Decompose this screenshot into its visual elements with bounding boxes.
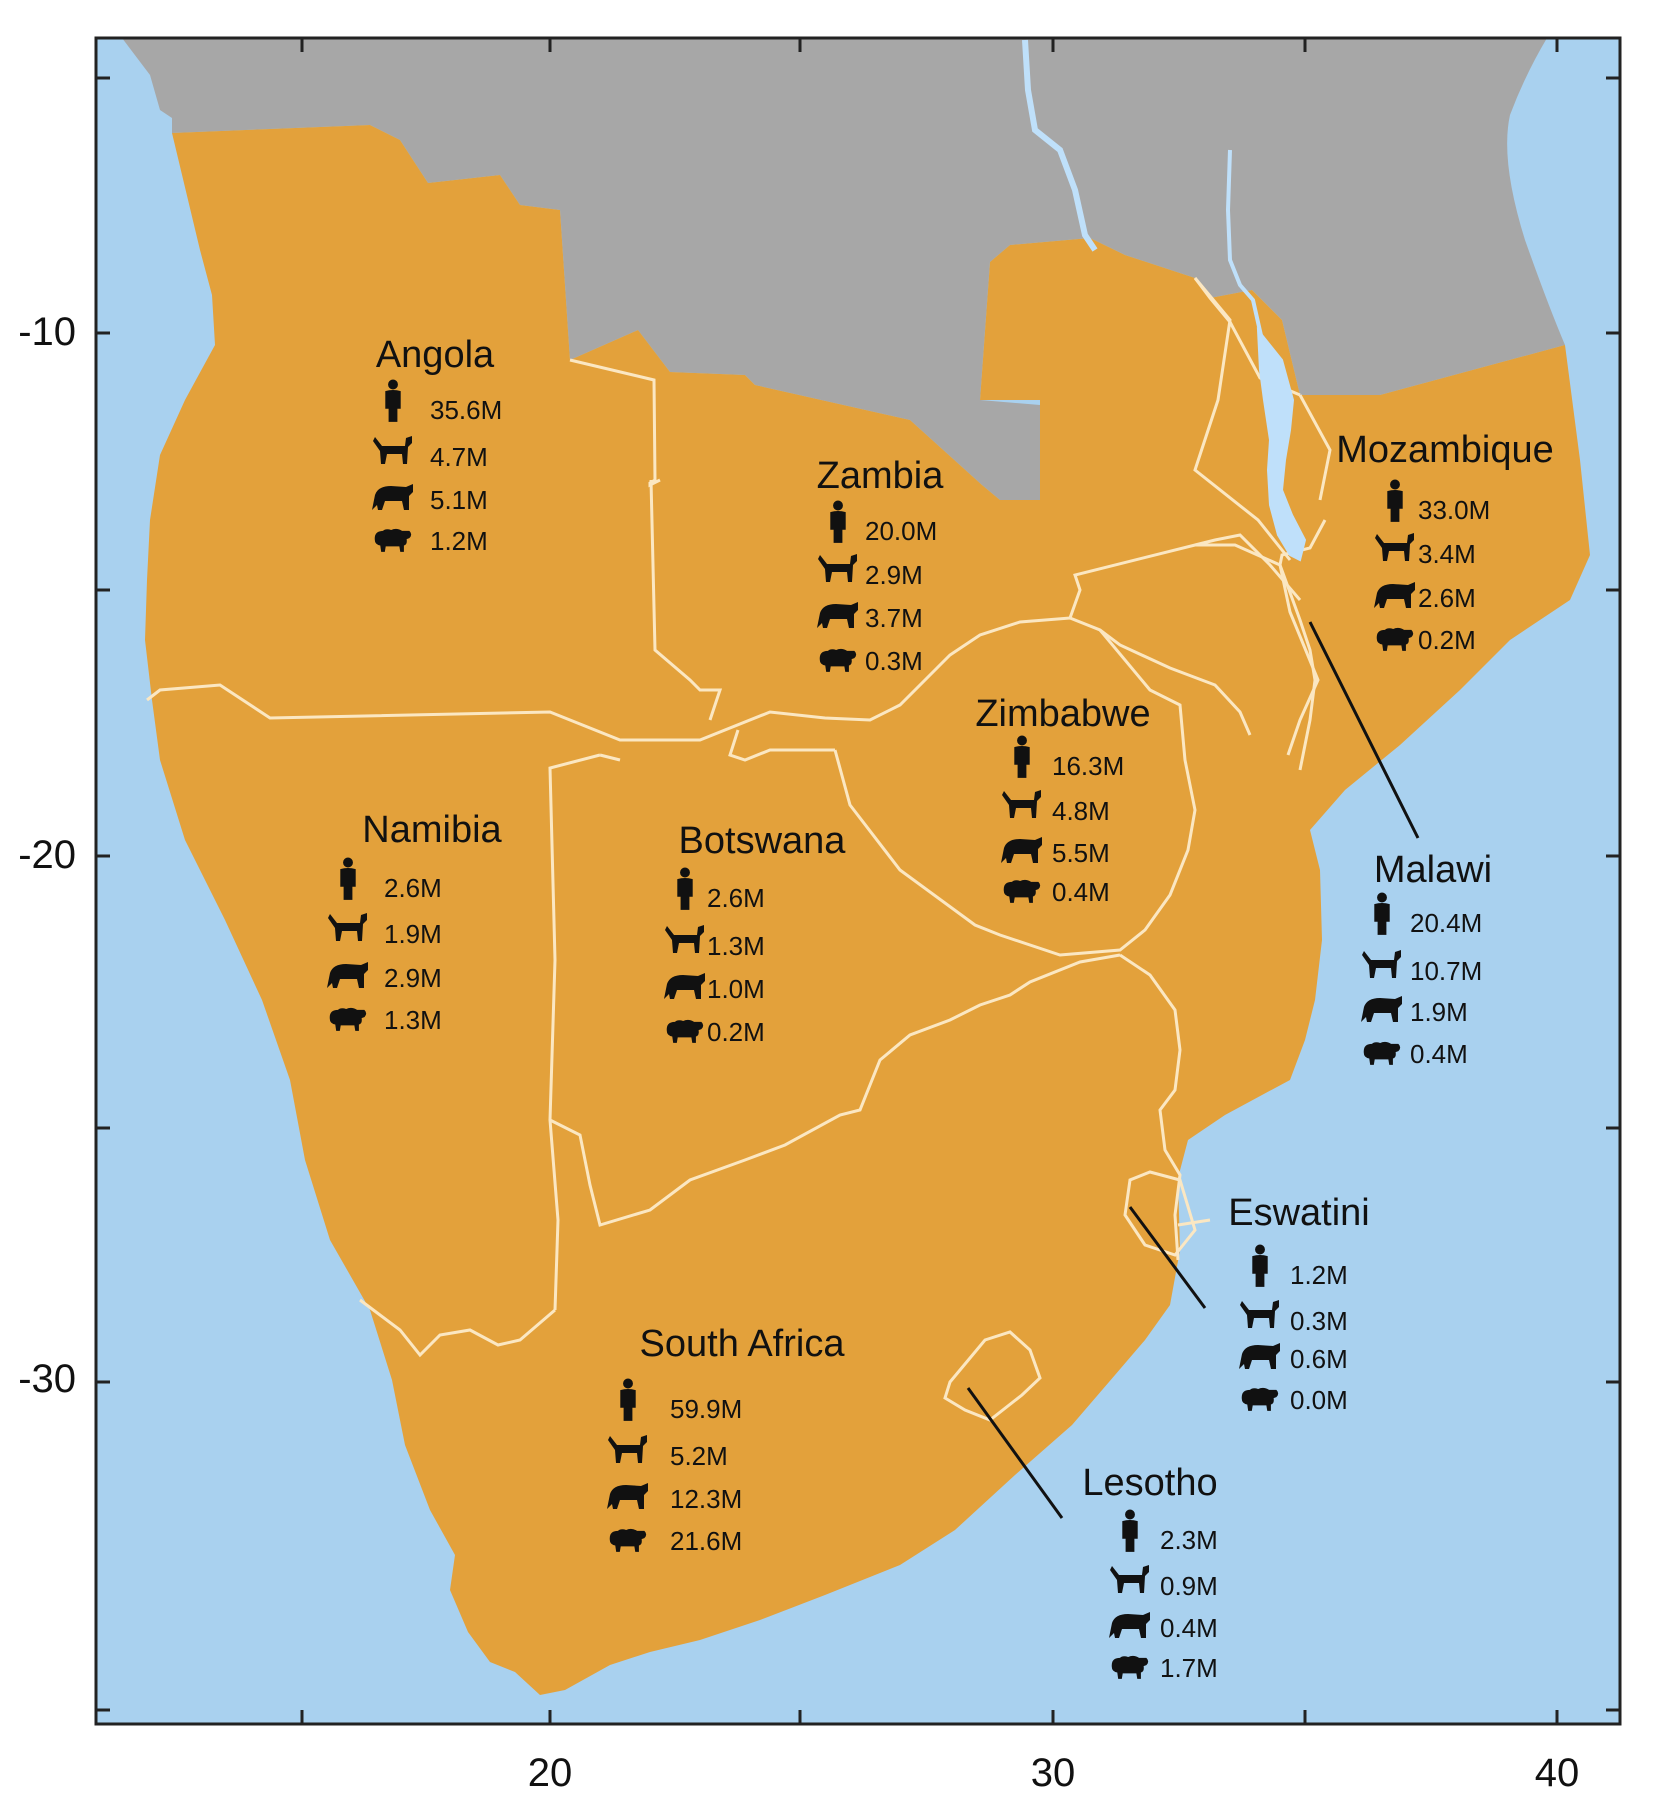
stat-value-sheep: 0.2M: [1418, 625, 1476, 655]
stat-value-cattle: 12.3M: [670, 1484, 742, 1514]
other-land: [122, 38, 1565, 500]
stat-value-goats: 1.9M: [384, 919, 442, 949]
country-label-south-africa: South Africa 59.9M 5.2M 12.3M 21.6M: [607, 1323, 845, 1556]
stat-value-sheep: 0.2M: [707, 1017, 765, 1047]
x-tick-label: 40: [1535, 1751, 1580, 1795]
stat-value-people: 35.6M: [430, 395, 502, 425]
stat-value-goats: 2.9M: [865, 560, 923, 590]
eswatini-leader-line: [1128, 1206, 1207, 1309]
y-tick-label: -10: [18, 310, 76, 354]
country-name: Zambia: [817, 455, 945, 497]
stat-value-sheep: 0.3M: [865, 646, 923, 676]
country-name: Namibia: [362, 809, 502, 851]
stat-value-goats: 1.3M: [707, 931, 765, 961]
stat-value-sheep: 0.0M: [1290, 1385, 1348, 1415]
stat-value-cattle: 1.9M: [1410, 997, 1468, 1027]
country-label-lesotho: Lesotho 2.3M 0.9M 0.4M 1.7M: [1082, 1462, 1217, 1683]
leader-lines: [966, 621, 1420, 1519]
malawi-leader-line: [1308, 621, 1420, 839]
country-labels: Angola 35.6M 4.7M 5.1M 1.2M Zambia 20.0M 2.9M 3.…: [327, 334, 1554, 1683]
stat-value-goats: 4.8M: [1052, 796, 1110, 826]
stat-value-people: 1.2M: [1290, 1260, 1348, 1290]
y-axis: -10 -20 -30: [18, 310, 76, 1401]
country-label-mozambique: Mozambique 33.0M 3.4M 2.6M 0.2M: [1336, 429, 1554, 655]
country-name: Angola: [376, 334, 495, 376]
stat-value-goats: 3.4M: [1418, 539, 1476, 569]
stat-value-people: 20.0M: [865, 516, 937, 546]
country-name: Malawi: [1374, 849, 1492, 891]
stat-value-people: 20.4M: [1410, 908, 1482, 938]
stat-value-sheep: 21.6M: [670, 1526, 742, 1556]
country-label-malawi: Malawi 20.4M 10.7M 1.9M 0.4M: [1361, 849, 1492, 1069]
stat-value-cattle: 5.5M: [1052, 838, 1110, 868]
x-axis: 20 30 40: [528, 1751, 1580, 1795]
axis-ticks: [96, 38, 1620, 1724]
country-label-namibia: Namibia 2.6M 1.9M 2.9M 1.3M: [327, 809, 503, 1035]
stat-value-people: 33.0M: [1418, 495, 1490, 525]
lake-and-river: [1022, 39, 1307, 562]
country-name: Eswatini: [1228, 1192, 1370, 1234]
stat-value-people: 2.3M: [1160, 1525, 1218, 1555]
study-region: [145, 125, 1590, 1695]
stat-value-sheep: 0.4M: [1410, 1039, 1468, 1069]
stat-value-people: 2.6M: [707, 883, 765, 913]
plot-frame: [94, 36, 1622, 1726]
stat-value-sheep: 0.4M: [1052, 877, 1110, 907]
y-tick-label: -30: [18, 1357, 76, 1401]
country-label-zimbabwe: Zimbabwe 16.3M 4.8M 5.5M 0.4M: [975, 693, 1150, 907]
lesotho-leader-line: [966, 1387, 1064, 1519]
stat-value-people: 59.9M: [670, 1394, 742, 1424]
stat-value-cattle: 2.6M: [1418, 583, 1476, 613]
stat-value-cattle: 2.9M: [384, 963, 442, 993]
stat-value-goats: 0.3M: [1290, 1306, 1348, 1336]
stat-value-cattle: 0.6M: [1290, 1344, 1348, 1374]
stat-value-people: 2.6M: [384, 873, 442, 903]
x-tick-label: 30: [1031, 1751, 1076, 1795]
stat-value-sheep: 1.7M: [1160, 1653, 1218, 1683]
country-name: Mozambique: [1336, 429, 1554, 471]
stat-value-cattle: 1.0M: [707, 974, 765, 1004]
stat-value-sheep: 1.2M: [430, 526, 488, 556]
country-name: Zimbabwe: [975, 693, 1150, 735]
country-name: Botswana: [679, 820, 847, 862]
stat-value-people: 16.3M: [1052, 751, 1124, 781]
y-tick-label: -20: [18, 833, 76, 877]
stat-value-goats: 4.7M: [430, 442, 488, 472]
stat-value-cattle: 3.7M: [865, 603, 923, 633]
country-label-angola: Angola 35.6M 4.7M 5.1M 1.2M: [372, 334, 502, 556]
country-name: Lesotho: [1082, 1462, 1217, 1504]
country-label-botswana: Botswana 2.6M 1.3M 1.0M 0.2M: [664, 820, 846, 1047]
stat-value-cattle: 0.4M: [1160, 1613, 1218, 1643]
country-label-eswatini: Eswatini 1.2M 0.3M 0.6M 0.0M: [1228, 1192, 1370, 1415]
stat-value-goats: 10.7M: [1410, 956, 1482, 986]
country-borders: [146, 277, 1332, 1422]
stat-value-sheep: 1.3M: [384, 1005, 442, 1035]
stat-value-goats: 0.9M: [1160, 1571, 1218, 1601]
country-name: South Africa: [640, 1323, 846, 1365]
x-tick-label: 20: [528, 1751, 573, 1795]
stat-value-cattle: 5.1M: [430, 485, 488, 515]
country-label-zambia: Zambia 20.0M 2.9M 3.7M 0.3M: [817, 455, 945, 676]
stat-value-goats: 5.2M: [670, 1441, 728, 1471]
